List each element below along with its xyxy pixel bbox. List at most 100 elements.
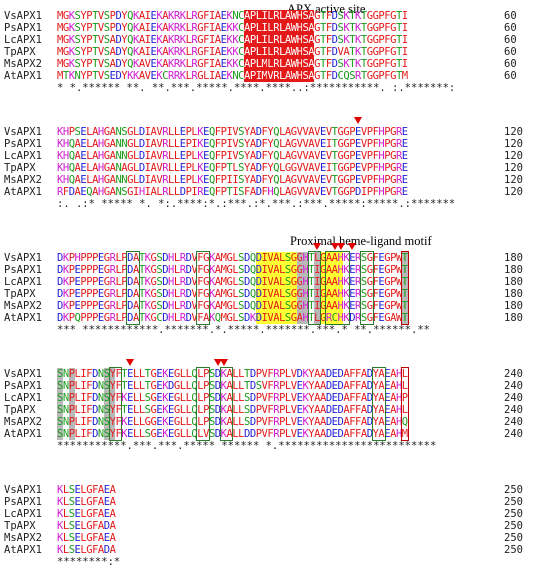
sequence-name: MsAPX2	[4, 300, 42, 312]
position-number: 240	[504, 380, 523, 392]
position-number: 120	[504, 174, 523, 186]
sequence-residues: RFDAEQAHGANSGIHIALRLLDPIREQFPTISFADFHQLA…	[57, 186, 409, 198]
sequence-name: MsAPX2	[4, 532, 42, 544]
sequence-name: AtAPX1	[4, 312, 42, 324]
residue-marker-arrow	[330, 243, 339, 250]
sequence-residues: DKPEPPPEGRLPDATKGSDHLRDVFGKAMGLSDQDIVALS…	[57, 300, 409, 312]
sequence-name: PsAPX1	[4, 22, 42, 34]
position-number: 60	[504, 22, 517, 34]
sequence-residues: SNPLIFDNSYFKELLSGEKEGLLQLPSDKALLSDPVFRPL…	[57, 392, 409, 404]
conserved-residue-box	[401, 367, 409, 441]
position-number: 250	[504, 520, 523, 532]
consensus-symbols: ********:*	[57, 556, 121, 568]
position-number: 120	[504, 162, 523, 174]
sequence-name: VsAPX1	[4, 10, 42, 22]
sequence-name: TpAPX	[4, 162, 36, 174]
conserved-residue-box	[325, 251, 351, 325]
conserved-residue-box	[360, 251, 374, 325]
residue-marker-arrow	[213, 359, 222, 366]
position-number: 180	[504, 300, 523, 312]
sequence-name: AtAPX1	[4, 544, 42, 556]
position-number: 120	[504, 150, 523, 162]
sequence-residues: KHQAELAHGANNGLDIAVRLLEPIKEQFPIVSYADFYQLA…	[57, 138, 409, 150]
sequence-residues: DKPHPPPEGRLPDATKGSDHLRDVFGKAMGLSDQDIVALS…	[57, 252, 409, 264]
position-number: 240	[504, 416, 523, 428]
position-number: 60	[504, 34, 517, 46]
sequence-name: AtAPX1	[4, 70, 42, 82]
conserved-residue-box	[196, 251, 211, 325]
conserved-residue-box	[126, 251, 140, 325]
conserved-residue-box	[196, 367, 211, 441]
sequence-name: TpAPX	[4, 46, 36, 58]
sequence-residues: MTKNYPTVSEDYKKAVEKCRRKLRGLIAEKNCAPIMVRLA…	[57, 70, 409, 82]
sequence-name: TpAPX	[4, 520, 36, 532]
sequence-residues: KLSELGFAEA	[57, 532, 116, 544]
residue-marker-arrow	[313, 243, 322, 250]
sequence-residues: KHPSELAHGANSGLDIAVRLLEPLKEQFPIVSYADFYQLA…	[57, 126, 409, 138]
sequence-name: VsAPX1	[4, 252, 42, 264]
position-number: 60	[504, 46, 517, 58]
sequence-name: LcAPX1	[4, 276, 42, 288]
conserved-residue-box	[219, 367, 234, 441]
residue-marker-arrow	[336, 243, 345, 250]
sequence-name: VsAPX1	[4, 126, 42, 138]
conserved-residue-box	[371, 367, 386, 441]
position-number: 240	[504, 368, 523, 380]
sequence-name: LcAPX1	[4, 34, 42, 46]
conserved-residue-box	[401, 251, 409, 325]
position-number: 120	[504, 186, 523, 198]
sequence-residues: SNPLIFDNSYFKELLGGEKEGLLQLPSDKALLSDPVFRPL…	[57, 416, 409, 428]
position-number: 240	[504, 392, 523, 404]
sequence-name: PsAPX1	[4, 264, 42, 276]
sequence-name: TpAPX	[4, 288, 36, 300]
proximal-heme-ligand-motif-label: Proximal heme-ligand motif	[290, 234, 432, 248]
sequence-name: VsAPX1	[4, 368, 42, 380]
sequence-residues: DKPEPPPEGRLPDATKGSDHLRDVFGKAMGLSDQDIVALS…	[57, 276, 409, 288]
sequence-residues: MGKSYPTVSADYQKAIEKAKRKLRGFIAEKKCAPLILRLA…	[57, 34, 409, 46]
residue-marker-arrow	[348, 243, 357, 250]
sequence-name: PsAPX1	[4, 496, 42, 508]
sequence-name: VsAPX1	[4, 484, 42, 496]
sequence-residues: KLSELGFADA	[57, 520, 116, 532]
sequence-name: MsAPX2	[4, 174, 42, 186]
sequence-residues: KLSELGFAEA	[57, 484, 116, 496]
sequence-name: LcAPX1	[4, 508, 42, 520]
position-number: 250	[504, 484, 523, 496]
sequence-residues: DKPQPPPEGRLPDATKGCDHLRDVFAKQMGLSDKDIVALS…	[57, 312, 409, 324]
position-number: 180	[504, 252, 523, 264]
position-number: 120	[504, 138, 523, 150]
sequence-residues: SNPLIFDNSYFKELLSGEKEGLLQLVSDKALLDDPVFRPL…	[57, 428, 409, 440]
sequence-residues: KLSELGFADA	[57, 544, 116, 556]
conserved-residue-box	[307, 251, 322, 325]
conserved-residue-box	[108, 367, 123, 441]
sequence-residues: SNPLIFDNSYFTELLSGEKEGLLQLPSDKALLSDPVFRPL…	[57, 404, 409, 416]
position-number: 240	[504, 428, 523, 440]
consensus-symbols: *** ************.*******.*.*****.*******…	[57, 324, 430, 336]
position-number: 180	[504, 312, 523, 324]
sequence-residues: MGKSYPTVSPDYQKAIEKAKRKLRGFIAEKKCAPLILRLA…	[57, 22, 409, 34]
position-number: 250	[504, 496, 523, 508]
position-number: 120	[504, 126, 523, 138]
sequence-name: PsAPX1	[4, 138, 42, 150]
position-number: 250	[504, 532, 523, 544]
sequence-residues: KHQAELAHGANAGLDIAVRLLEPLKEQFPTLSYADFYQLG…	[57, 162, 409, 174]
position-number: 180	[504, 264, 523, 276]
sequence-residues: MGKSYPTVSADYQKAIEKAKRKLRGFIAEKKCAPLILRLA…	[57, 46, 409, 58]
consensus-symbols: ***********.***.***.***** ****** *.*****…	[57, 440, 437, 452]
residue-marker-arrow	[126, 359, 135, 366]
position-number: 250	[504, 508, 523, 520]
sequence-name: LcAPX1	[4, 392, 42, 404]
sequence-residues: KHQAELAHGANNGLDIAVRLLEPLKEQFPIISYADFYQLA…	[57, 174, 409, 186]
position-number: 250	[504, 544, 523, 556]
sequence-residues: KLSELGFAEA	[57, 508, 116, 520]
position-number: 60	[504, 58, 517, 70]
sequence-name: TpAPX	[4, 404, 36, 416]
consensus-symbols: * *.****** **. **.***.*****.****.****..:…	[57, 82, 456, 94]
sequence-residues: KHQAELAHGANNGLDIAVRLLEPLKEQFPIVSYADFYQLA…	[57, 150, 409, 162]
sequence-residues: DKPEPPPEGRLPDATKGSDHLRDVFGKAMGLSDQDIVALS…	[57, 288, 409, 300]
sequence-residues: KLSELGFAEA	[57, 496, 116, 508]
position-number: 60	[504, 70, 517, 82]
position-number: 180	[504, 276, 523, 288]
consensus-symbols: :. .:* ***** *. *:.****:*.:***.:*.***.:*…	[57, 198, 456, 210]
